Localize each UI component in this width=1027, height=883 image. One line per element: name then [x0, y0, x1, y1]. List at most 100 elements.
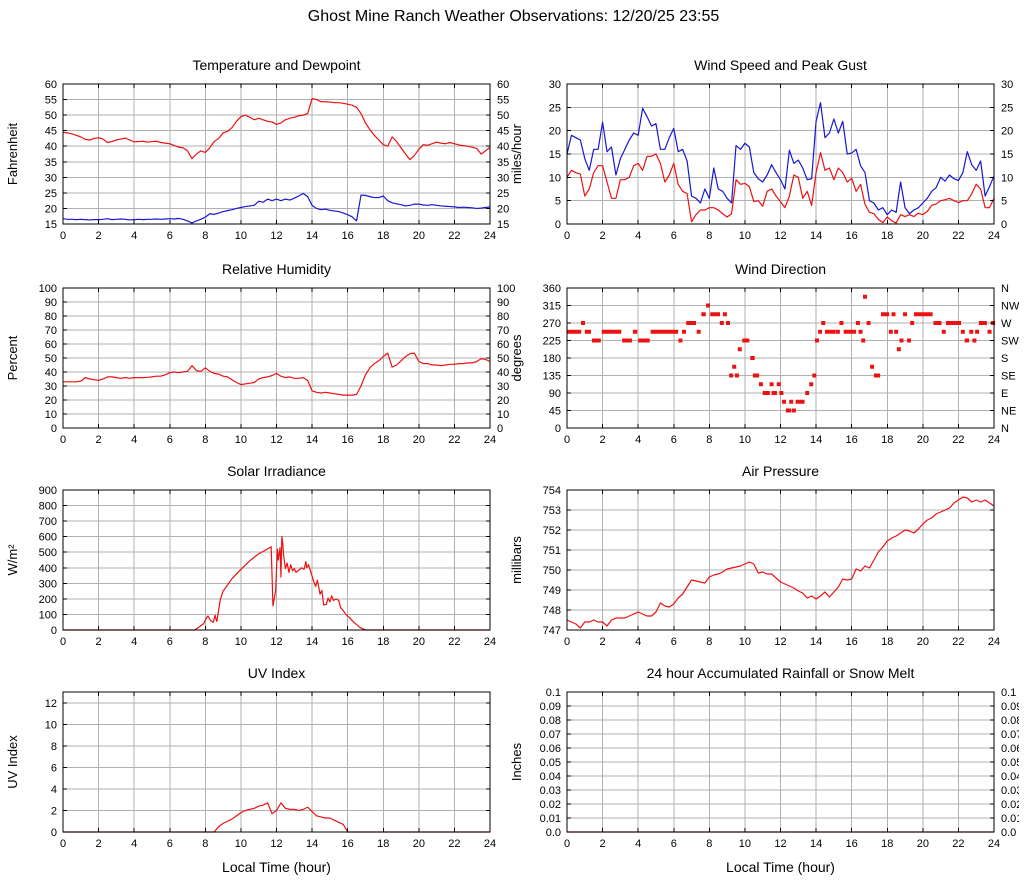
y-tick-label: 20: [549, 126, 561, 138]
x-tick-label: 18: [881, 838, 893, 850]
y-tick-label: 100: [39, 283, 57, 295]
chart-panel-rainfall: 24 hour Accumulated Rainfall or Snow Mel…: [507, 660, 1022, 883]
x-tick-label: 2: [96, 636, 102, 648]
y-tick-label: 55: [45, 95, 57, 107]
y-tick-label: 6: [51, 762, 57, 774]
x-tick-label: 0: [564, 838, 570, 850]
y-tick-label: 315: [543, 301, 561, 313]
chart-title: Solar Irradiance: [227, 463, 326, 479]
y-axis-label: degrees: [509, 334, 524, 381]
chart-title: 24 hour Accumulated Rainfall or Snow Mel…: [647, 665, 915, 681]
y-tick-label: 10: [549, 172, 561, 184]
y-tick-label: 20: [45, 395, 57, 407]
y-tick-label: 0.04: [540, 771, 561, 783]
y-tick-label-right: 70: [497, 325, 509, 337]
y-tick-label: 500: [39, 547, 57, 559]
plot-border: [566, 83, 995, 225]
x-tick-label: 2: [600, 434, 606, 446]
chart-panel-uv-index: UV Index UV Index 0 2 4 6 8 10 12 14 16 18 20 22 24 0 2 4…: [3, 660, 515, 883]
y-tick-label: 50: [45, 110, 57, 122]
y-tick-label-right: 25: [497, 188, 509, 200]
y-tick-label-right: 0.07: [1001, 729, 1019, 741]
y-tick-label-right: 5: [1001, 196, 1007, 208]
x-tick-label: 18: [881, 636, 893, 648]
x-tick-label: 4: [131, 636, 137, 648]
x-tick-label: 10: [235, 838, 247, 850]
x-tick-label: 18: [881, 434, 893, 446]
y-tick-label-right: 0.09: [1001, 701, 1019, 713]
gridlines: [567, 84, 994, 224]
y-tick-label: 2: [51, 805, 57, 817]
x-tick-label: 12: [774, 434, 786, 446]
y-tick-label-right: 0.02: [1001, 799, 1019, 811]
x-tick-label: 16: [342, 434, 354, 446]
x-tick-label: 8: [706, 838, 712, 850]
y-tick-label: 0.0: [546, 827, 561, 839]
y-tick-label: 50: [45, 353, 57, 365]
x-tick-label: 8: [202, 434, 208, 446]
chart-panel-relative-humidity: Relative Humidity Percent 0 2 4 6 8 10 12 14 16 18 2…: [3, 256, 515, 465]
y-tick-label: 60: [45, 339, 57, 351]
y-tick-label-right: 40: [497, 367, 509, 379]
y-tick-label: 751: [543, 545, 561, 557]
y-tick-label: 70: [45, 325, 57, 337]
y-tick-label: 0.1: [546, 687, 561, 699]
chart-panel-wind-direction: Wind Direction degrees 0 2 4 6 8 10 12 14 16 18 20 22…: [507, 256, 1020, 465]
x-tick-label: 14: [810, 838, 822, 850]
x-tick-label: 10: [739, 838, 751, 850]
y-tick-label-right: 0.06: [1001, 743, 1019, 755]
gridlines: [63, 288, 490, 428]
y-tick-label-right: NE: [1001, 406, 1016, 418]
y-tick-label-right: W: [1001, 318, 1012, 330]
x-tick-label: 14: [810, 636, 822, 648]
y-tick-label: 90: [549, 388, 561, 400]
y-tick-label-right: 0: [1001, 219, 1007, 231]
y-tick-label-right: 20: [497, 203, 509, 215]
irradiance-line: [63, 536, 490, 631]
x-tick-label: 22: [952, 636, 964, 648]
y-tick-label: 4: [51, 784, 57, 796]
x-tick-label: 16: [342, 838, 354, 850]
x-tick-label: 6: [671, 838, 677, 850]
x-tick-label: 22: [952, 230, 964, 242]
chart-title: Wind Speed and Peak Gust: [694, 57, 867, 73]
y-tick-label-right: 90: [497, 297, 509, 309]
gridlines: [567, 490, 994, 630]
y-tick-label-right: 0: [497, 423, 503, 435]
x-tick-label: 24: [484, 230, 496, 242]
y-tick-label: 400: [39, 563, 57, 575]
x-tick-label: 8: [706, 230, 712, 242]
gridlines: [567, 288, 994, 428]
x-tick-label: 2: [96, 434, 102, 446]
y-tick-label-right: 30: [497, 381, 509, 393]
x-tick-label: 8: [202, 838, 208, 850]
y-tick-label: 0: [51, 827, 57, 839]
x-tick-label: 12: [270, 434, 282, 446]
y-tick-label: 753: [543, 505, 561, 517]
x-tick-label: 16: [846, 230, 858, 242]
plot-border: [62, 691, 491, 833]
x-tick-label: 6: [167, 434, 173, 446]
x-tick-label: 2: [600, 838, 606, 850]
y-tick-label-right: 100: [497, 283, 515, 295]
y-tick-label: 747: [543, 625, 561, 637]
humidity-line: [63, 352, 491, 396]
y-tick-label-right: 50: [497, 110, 509, 122]
y-tick-label-right: 0.05: [1001, 757, 1019, 769]
y-axis-label: miles/hour: [509, 123, 524, 184]
chart-panel-wind-speed-gust: Wind Speed and Peak Gust miles/hour 0 2 4 6 8 1…: [507, 52, 1019, 261]
y-tick-label: 748: [543, 605, 561, 617]
y-tick-label-right: 10: [1001, 172, 1013, 184]
y-tick-label: 25: [549, 102, 561, 114]
x-tick-label: 16: [846, 434, 858, 446]
y-tick-label: 100: [39, 609, 57, 621]
x-tick-label: 4: [131, 838, 137, 850]
x-tick-label: 18: [377, 636, 389, 648]
wind-speed-line: [566, 151, 995, 224]
x-tick-label: 12: [270, 636, 282, 648]
x-tick-label: 24: [484, 434, 496, 446]
